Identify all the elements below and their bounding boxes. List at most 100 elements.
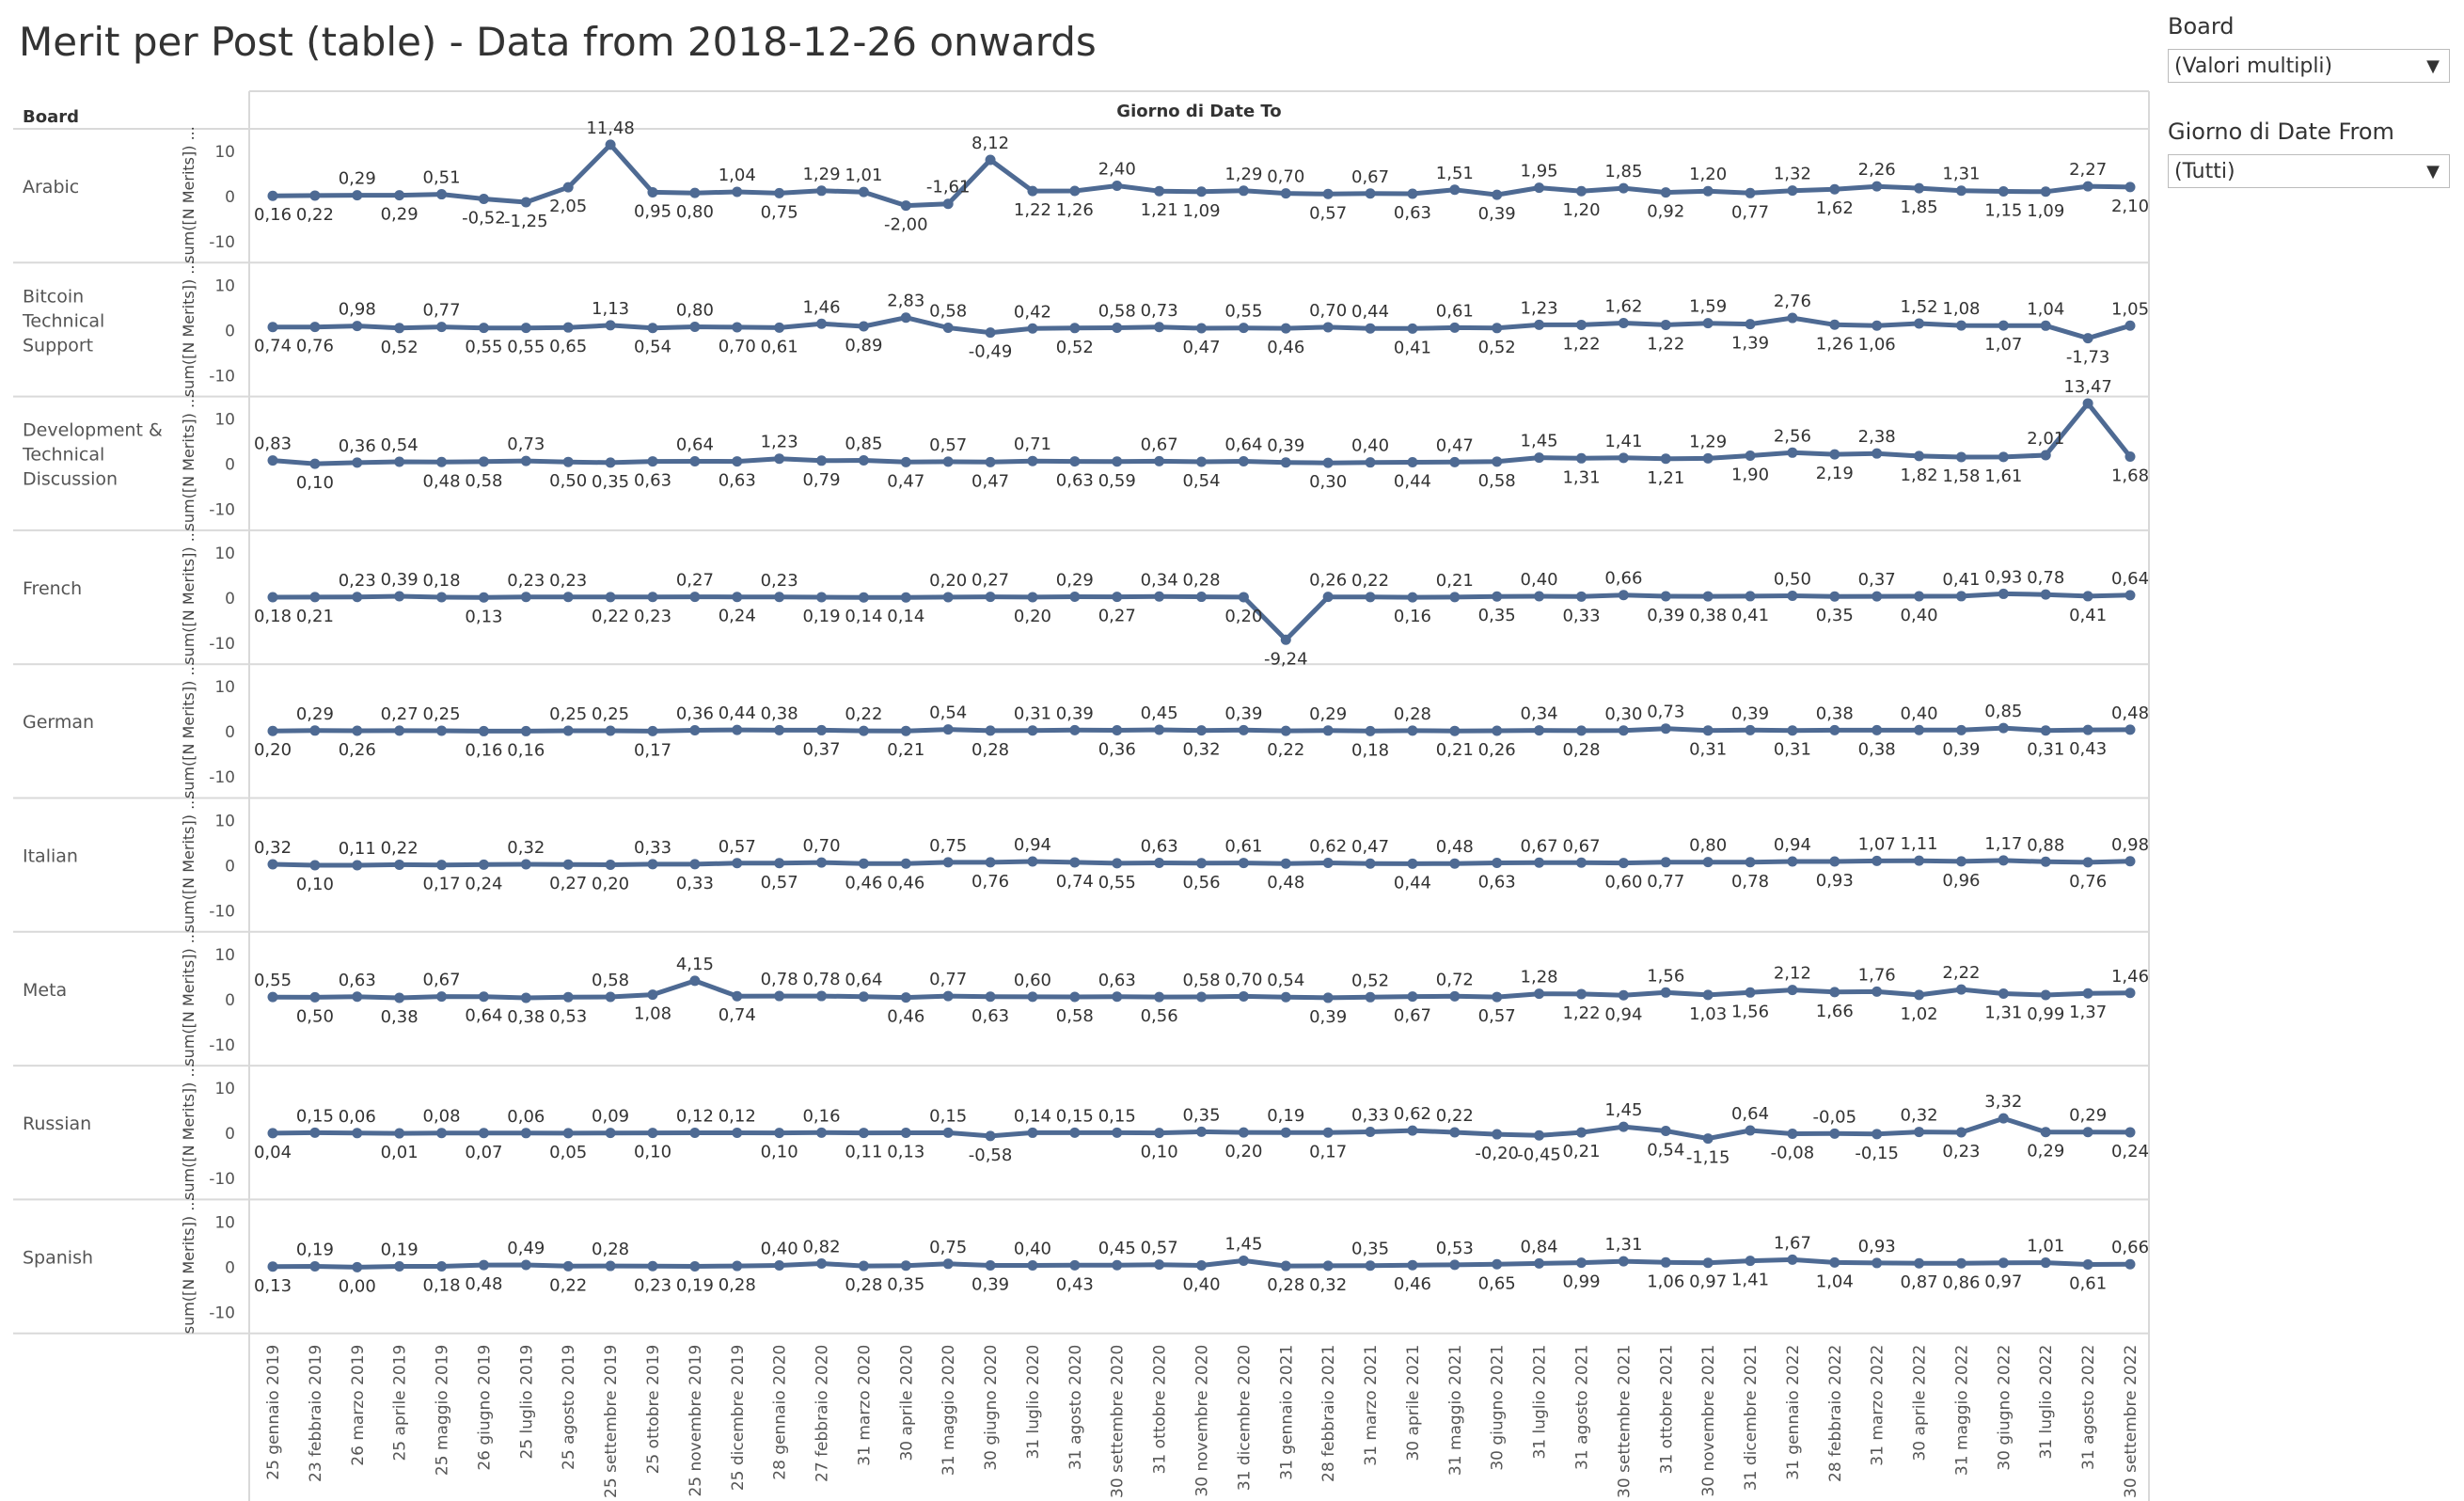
data-point[interactable] xyxy=(942,198,954,210)
data-point[interactable] xyxy=(942,1127,954,1138)
data-point[interactable] xyxy=(267,190,278,201)
data-point[interactable] xyxy=(1914,989,1925,1001)
data-point[interactable] xyxy=(309,322,321,333)
data-point[interactable] xyxy=(1196,858,1207,869)
data-point[interactable] xyxy=(1027,455,1038,466)
data-point[interactable] xyxy=(1998,1257,2009,1269)
data-point[interactable] xyxy=(562,1260,574,1272)
data-point[interactable] xyxy=(1449,1127,1461,1138)
data-point[interactable] xyxy=(1407,592,1418,603)
data-point[interactable] xyxy=(900,725,911,736)
date-from-filter-select[interactable]: (Tutti) ▼ xyxy=(2168,154,2450,188)
data-point[interactable] xyxy=(520,455,531,466)
chevron-down-icon[interactable]: ▼ xyxy=(2426,56,2440,76)
data-point[interactable] xyxy=(436,725,448,736)
data-point[interactable] xyxy=(1872,986,1883,997)
data-point[interactable] xyxy=(1787,985,1798,996)
data-point[interactable] xyxy=(1112,1259,1123,1271)
data-point[interactable] xyxy=(1069,857,1081,868)
data-point[interactable] xyxy=(2082,724,2093,735)
data-point[interactable] xyxy=(647,989,658,1001)
data-point[interactable] xyxy=(1322,592,1334,603)
data-point[interactable] xyxy=(1829,856,1840,867)
data-point[interactable] xyxy=(1534,319,1545,330)
data-point[interactable] xyxy=(1914,591,1925,602)
data-point[interactable] xyxy=(520,323,531,334)
data-point[interactable] xyxy=(478,193,489,204)
data-point[interactable] xyxy=(900,992,911,1003)
data-point[interactable] xyxy=(1872,1257,1883,1269)
data-point[interactable] xyxy=(1702,318,1714,329)
data-point[interactable] xyxy=(394,725,405,736)
data-point[interactable] xyxy=(2124,724,2136,735)
data-point[interactable] xyxy=(1745,987,1756,998)
data-point[interactable] xyxy=(1702,1133,1714,1145)
data-point[interactable] xyxy=(1492,189,1503,200)
data-point[interactable] xyxy=(562,991,574,1003)
data-point[interactable] xyxy=(1280,1260,1291,1272)
data-point[interactable] xyxy=(2124,182,2136,193)
data-point[interactable] xyxy=(309,592,321,603)
data-point[interactable] xyxy=(689,456,701,467)
data-point[interactable] xyxy=(985,1260,996,1272)
data-point[interactable] xyxy=(816,592,828,603)
data-point[interactable] xyxy=(1365,457,1376,468)
data-point[interactable] xyxy=(267,1261,278,1272)
data-point[interactable] xyxy=(1618,1256,1629,1267)
data-point[interactable] xyxy=(1322,725,1334,736)
data-point[interactable] xyxy=(942,990,954,1002)
data-point[interactable] xyxy=(1027,185,1038,197)
data-point[interactable] xyxy=(1745,450,1756,461)
data-point[interactable] xyxy=(689,592,701,603)
data-point[interactable] xyxy=(858,858,869,869)
data-point[interactable] xyxy=(1365,592,1376,603)
data-point[interactable] xyxy=(2124,1127,2136,1138)
data-point[interactable] xyxy=(1745,724,1756,735)
data-point[interactable] xyxy=(816,1127,828,1138)
data-point[interactable] xyxy=(352,860,363,871)
data-point[interactable] xyxy=(1196,991,1207,1003)
data-point[interactable] xyxy=(689,321,701,332)
data-point[interactable] xyxy=(1196,592,1207,603)
data-point[interactable] xyxy=(478,1259,489,1271)
data-point[interactable] xyxy=(858,455,869,466)
data-point[interactable] xyxy=(1069,1127,1081,1138)
data-point[interactable] xyxy=(647,592,658,603)
data-point[interactable] xyxy=(394,992,405,1003)
data-point[interactable] xyxy=(774,187,785,198)
data-point[interactable] xyxy=(1660,987,1671,998)
data-point[interactable] xyxy=(1322,457,1334,468)
data-point[interactable] xyxy=(352,1261,363,1272)
data-point[interactable] xyxy=(1702,989,1714,1001)
data-point[interactable] xyxy=(1872,724,1883,735)
data-point[interactable] xyxy=(1196,1259,1207,1271)
data-point[interactable] xyxy=(1027,1259,1038,1271)
data-point[interactable] xyxy=(2082,1258,2093,1270)
data-point[interactable] xyxy=(309,1127,321,1138)
data-point[interactable] xyxy=(2124,988,2136,999)
data-point[interactable] xyxy=(1998,855,2009,866)
data-point[interactable] xyxy=(1534,857,1545,868)
data-point[interactable] xyxy=(1238,1255,1249,1266)
data-point[interactable] xyxy=(605,725,616,736)
data-point[interactable] xyxy=(394,456,405,467)
data-point[interactable] xyxy=(1660,187,1671,198)
data-point[interactable] xyxy=(1322,322,1334,333)
data-point[interactable] xyxy=(900,592,911,603)
data-point[interactable] xyxy=(1618,182,1629,194)
data-point[interactable] xyxy=(1069,724,1081,735)
data-point[interactable] xyxy=(1407,1259,1418,1271)
data-point[interactable] xyxy=(1534,1130,1545,1141)
data-point[interactable] xyxy=(1618,989,1629,1001)
data-point[interactable] xyxy=(309,860,321,871)
data-point[interactable] xyxy=(816,990,828,1002)
data-point[interactable] xyxy=(1955,1127,1966,1138)
data-point[interactable] xyxy=(436,991,448,1003)
data-point[interactable] xyxy=(1998,722,2009,734)
data-point[interactable] xyxy=(732,186,743,198)
data-point[interactable] xyxy=(1575,988,1587,1000)
data-point[interactable] xyxy=(2040,856,2051,867)
data-point[interactable] xyxy=(689,724,701,735)
data-point[interactable] xyxy=(1787,185,1798,197)
data-point[interactable] xyxy=(1069,1259,1081,1271)
